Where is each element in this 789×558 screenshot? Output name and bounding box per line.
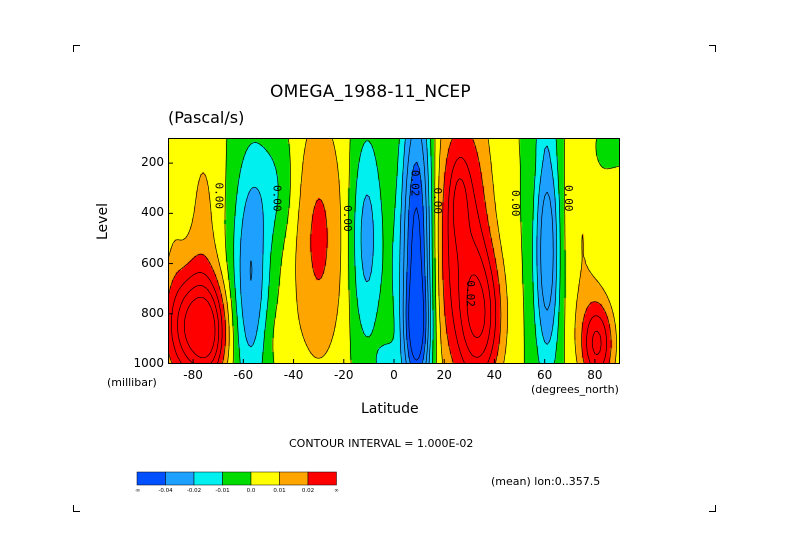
y-units-label: (millibar)	[107, 376, 157, 389]
contour-label: 0.00	[509, 190, 522, 217]
x-tick-label: -20	[333, 368, 354, 382]
colorbar-swatch	[136, 471, 166, 486]
colorbar-swatch	[193, 471, 223, 486]
colorbar-level-label: 0.02	[302, 488, 314, 494]
y-tick-label: 800	[141, 305, 164, 320]
contour-interval-text: CONTOUR INTERVAL = 1.000E-02	[289, 437, 474, 450]
colorbar-swatch	[279, 471, 309, 486]
colorbar-swatch	[165, 471, 195, 486]
contour-line	[239, 138, 558, 364]
x-axis-label: Latitude	[361, 401, 419, 417]
contour-labels: 0.00 0.00 0.00 0.02 0.00 0.02 0.00 0.00	[213, 170, 575, 307]
y-tick-label: 200	[141, 155, 164, 170]
colorbar-swatch	[307, 471, 337, 486]
x-units-label: (degrees_north)	[531, 383, 619, 396]
colorbar-level-label: -0.02	[187, 488, 201, 494]
corner-mark-top-left	[73, 45, 80, 52]
colorbar-swatch	[222, 471, 252, 486]
y-axis-label: Level	[95, 203, 111, 240]
y-tick-label: 1000	[133, 356, 164, 370]
colorbar-level-label: 0.0	[247, 488, 256, 494]
chart-title: OMEGA_1988-11_NCEP	[270, 82, 471, 102]
contour-label: 0.02	[464, 280, 477, 307]
x-tick-label: 20	[436, 368, 452, 382]
contour-line	[233, 138, 561, 364]
x-tick-label: 0	[390, 368, 398, 382]
contour-label: 0.00	[213, 183, 226, 210]
y-tick-label: 600	[141, 255, 164, 270]
y-tick-label: 400	[141, 205, 164, 220]
contour-line	[177, 178, 602, 364]
x-tick-label: -60	[233, 368, 254, 382]
contour-line	[249, 138, 554, 364]
colorbar-level-label: -∞	[135, 488, 140, 494]
corner-mark-top-right	[709, 45, 716, 52]
colorbar-swatch	[250, 471, 280, 486]
contour-line	[408, 207, 425, 361]
contour-line	[168, 138, 612, 364]
corner-mark-bottom-left	[73, 505, 80, 512]
contour-line	[168, 138, 617, 364]
contour-label: 0.00	[431, 188, 444, 215]
chart-units: (Pascal/s)	[168, 108, 245, 127]
contour-line	[183, 274, 486, 359]
colorbar: -∞ -0.04 -0.02 -0.01 0.0 0.01 0.02 ∞	[135, 471, 339, 494]
contour-label: 0.02	[409, 170, 422, 197]
colorbar-level-label: -0.04	[158, 488, 173, 494]
y-tick-marks	[168, 162, 173, 364]
x-tick-label: -40	[283, 368, 304, 382]
contour-lines	[168, 138, 620, 364]
omega-contour-plot: 0.00 0.00 0.00 0.02 0.00 0.02 0.00 0.00	[168, 138, 620, 364]
colorbar-level-label: -0.01	[215, 488, 229, 494]
x-tick-marks	[192, 359, 596, 364]
x-tick-label: -80	[183, 368, 203, 382]
contour-line	[171, 157, 607, 364]
colorbar-level-label: 0.01	[273, 488, 285, 494]
contour-label: 0.00	[270, 185, 283, 212]
colorbar-level-label: ∞	[334, 488, 339, 494]
contour-line	[224, 138, 620, 364]
x-tick-label: 60	[537, 368, 553, 382]
mean-longitude-text: (mean) lon:0..357.5	[491, 475, 601, 488]
x-tick-label: 80	[587, 368, 603, 382]
contour-label: 0.00	[341, 205, 354, 232]
x-tick-label: 40	[486, 368, 503, 382]
contour-line	[405, 161, 427, 364]
corner-mark-bottom-right	[709, 505, 716, 512]
contour-label: 0.00	[562, 185, 575, 212]
